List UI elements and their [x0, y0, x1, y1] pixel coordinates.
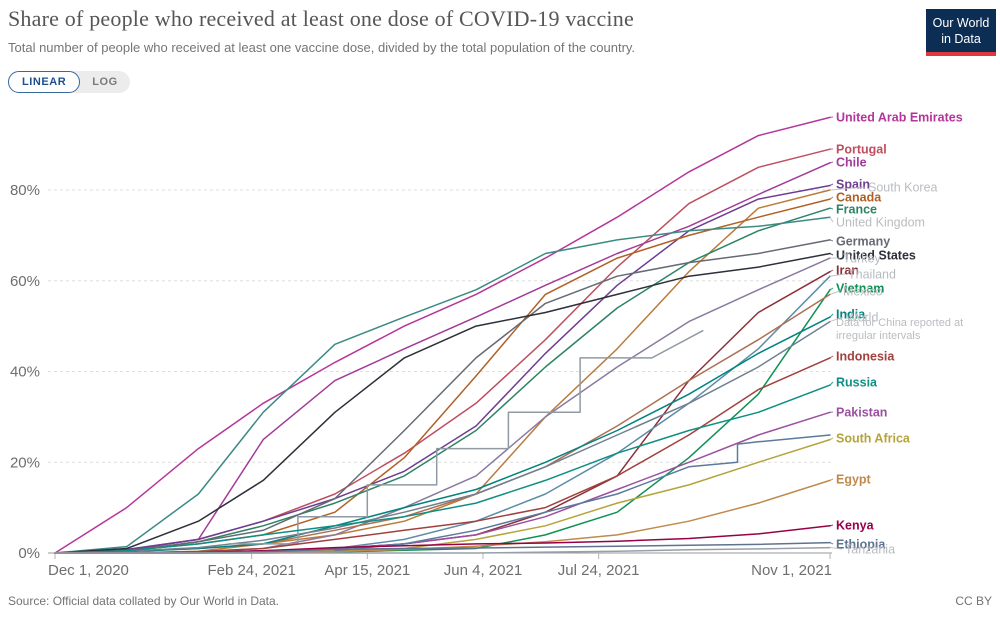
label-connector-thailand [829, 273, 846, 277]
china-data-annotation: irregular intervals [836, 330, 921, 342]
label-connector-canada [829, 196, 834, 200]
y-tick-label: 80% [10, 182, 40, 199]
label-connector-ethiopia [829, 542, 834, 545]
series-line-canada[interactable] [54, 198, 831, 554]
label-connector-mexico [829, 290, 841, 295]
series-label-france[interactable]: France [836, 203, 877, 217]
x-tick-label: Feb 24, 2021 [207, 562, 295, 579]
label-connector-chile [829, 161, 834, 164]
series-label-egypt[interactable]: Egypt [836, 473, 872, 487]
scale-toggle: LINEAR LOG [8, 71, 130, 93]
series-label-portugal[interactable]: Portugal [836, 143, 887, 157]
label-connector-germany [829, 239, 834, 242]
series-label-south-africa[interactable]: South Africa [836, 432, 911, 446]
china-data-annotation: Data for China reported at [836, 317, 963, 329]
label-connector-world [829, 316, 844, 323]
label-connector-india [829, 313, 834, 318]
series-label-vietnam[interactable]: Vietnam [836, 282, 884, 296]
series-label-kenya[interactable]: Kenya [836, 519, 875, 533]
y-tick-label: 20% [10, 454, 40, 471]
series-line-united-states[interactable] [54, 252, 831, 554]
series-label-indonesia[interactable]: Indonesia [836, 350, 895, 364]
owid-logo-line1: Our World [932, 16, 990, 30]
series-label-ethiopia[interactable]: Ethiopia [836, 538, 886, 552]
label-connector-indonesia [829, 355, 834, 359]
y-tick-label: 0% [18, 545, 40, 562]
label-connector-vietnam [829, 287, 834, 291]
log-scale-button[interactable]: LOG [80, 71, 129, 93]
linear-scale-button[interactable]: LINEAR [8, 71, 81, 93]
series-label-south-korea[interactable]: South Korea [868, 181, 938, 195]
label-connector-tanzania [829, 547, 843, 550]
license-link[interactable]: CC BY [955, 594, 992, 608]
page-subtitle: Total number of people who received at l… [8, 40, 636, 55]
label-connector-iran [829, 269, 834, 273]
series-label-turkey[interactable]: Turkey [843, 252, 881, 266]
series-label-canada[interactable]: Canada [836, 191, 882, 205]
x-tick-label: Nov 1, 2021 [751, 562, 832, 579]
owid-logo[interactable]: Our World in Data [926, 9, 996, 57]
series-label-chile[interactable]: Chile [836, 156, 867, 170]
series-label-tanzania[interactable]: Tanzania [845, 543, 895, 557]
label-connector-united-states [829, 253, 834, 256]
series-line-germany[interactable] [54, 239, 831, 554]
owid-logo-line2: in Data [941, 31, 981, 46]
series-line-tanzania[interactable] [54, 546, 831, 554]
series-label-pakistan[interactable]: Pakistan [836, 406, 887, 420]
series-label-spain[interactable]: Spain [836, 178, 870, 192]
label-connector-south-korea [829, 186, 866, 191]
series-label-india[interactable]: India [836, 308, 866, 322]
series-label-germany[interactable]: Germany [836, 235, 890, 249]
label-connector-france [829, 207, 834, 210]
page-title: Share of people who received at least on… [8, 6, 634, 31]
series-line-united-kingdom[interactable] [54, 216, 831, 554]
series-label-united-states[interactable]: United States [836, 249, 916, 263]
label-connector-egypt [829, 478, 834, 481]
label-connector-south-africa [829, 437, 834, 441]
series-label-thailand[interactable]: Thailand [848, 268, 896, 282]
series-line-chile[interactable] [54, 162, 831, 554]
x-tick-label: Jul 24, 2021 [558, 562, 640, 579]
x-tick-label: Apr 15, 2021 [324, 562, 410, 579]
x-tick-label: Dec 1, 2020 [48, 562, 129, 579]
series-label-united-arab-emirates[interactable]: United Arab Emirates [836, 111, 963, 125]
footer: Source: Official data collated by Our Wo… [8, 594, 992, 608]
series-label-russia[interactable]: Russia [836, 376, 878, 390]
label-connector-russia [829, 381, 834, 386]
series-label-mexico[interactable]: Mexico [843, 285, 883, 299]
label-connector-united-kingdom [829, 216, 834, 223]
series-line-russia[interactable] [54, 384, 831, 554]
series-line-world[interactable] [54, 320, 831, 554]
series-line-unlabeled[interactable] [334, 434, 831, 552]
y-tick-label: 40% [10, 364, 40, 381]
label-connector-spain [829, 183, 834, 186]
series-label-united-kingdom[interactable]: United Kingdom [836, 216, 925, 230]
series-line-portugal[interactable] [54, 148, 831, 554]
label-connector-kenya [829, 524, 834, 527]
source-note: Source: Official data collated by Our Wo… [8, 594, 280, 608]
y-tick-label: 60% [10, 273, 40, 290]
series-line-iran[interactable] [54, 270, 831, 554]
owid-logo-red-bar [926, 52, 996, 57]
series-label-world[interactable]: World [846, 311, 878, 325]
x-tick-label: Jun 4, 2021 [444, 562, 522, 579]
series-line-china[interactable] [227, 329, 704, 545]
series-line-united-arab-emirates[interactable] [54, 116, 831, 554]
series-line-indonesia[interactable] [54, 357, 831, 554]
series-line-india[interactable] [54, 316, 831, 554]
